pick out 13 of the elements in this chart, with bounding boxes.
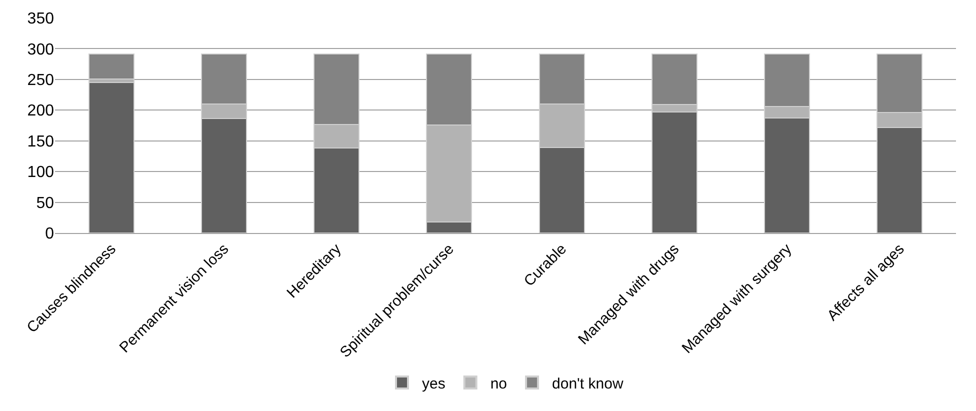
bar — [88, 54, 134, 80]
y-tick-label: 300 — [27, 41, 54, 58]
y-tick-label: 0 — [45, 226, 54, 243]
legend-label: yes — [422, 375, 446, 392]
legend-label: no — [490, 375, 508, 392]
y-tick-label: 200 — [27, 102, 54, 120]
bar — [88, 82, 134, 233]
legend-label: don't know — [552, 375, 624, 392]
y-tick-label: 350 — [27, 10, 54, 28]
y-tick-label: 50 — [36, 194, 54, 212]
y-tick-label: 100 — [27, 164, 54, 182]
y-tick-label: 250 — [27, 72, 54, 90]
y-tick-label: 150 — [27, 133, 54, 150]
